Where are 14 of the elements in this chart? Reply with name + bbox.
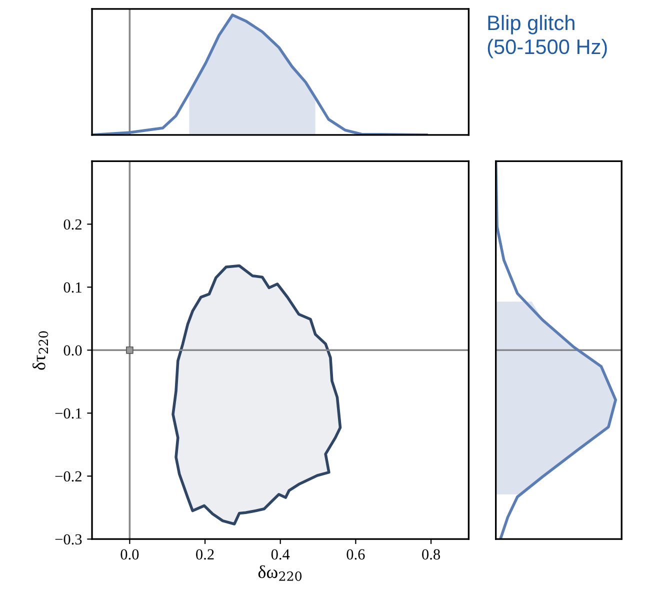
x-tick-label: 0.0 <box>120 549 139 560</box>
y-tick-label: 0.2 <box>64 219 82 230</box>
x-tick-label: 0.4 <box>271 549 290 560</box>
text: Blip glitch (50-1500 Hz) <box>488 14 607 58</box>
y-tick-label: −0.3 <box>55 534 82 545</box>
x-tick-label: 0.2 <box>196 549 214 560</box>
x-axis-title: δω$_{220}$ <box>258 565 302 581</box>
y-axis-title: δτ$_{220}$ <box>32 331 48 370</box>
y-tick-label: 0.0 <box>64 345 82 356</box>
x-tick-label: 0.8 <box>422 549 440 560</box>
y-tick-label: −0.1 <box>55 408 82 419</box>
y-tick-label: 0.1 <box>64 282 82 293</box>
y-tick-label: −0.2 <box>55 471 82 482</box>
x-tick-label: 0.6 <box>346 549 365 560</box>
